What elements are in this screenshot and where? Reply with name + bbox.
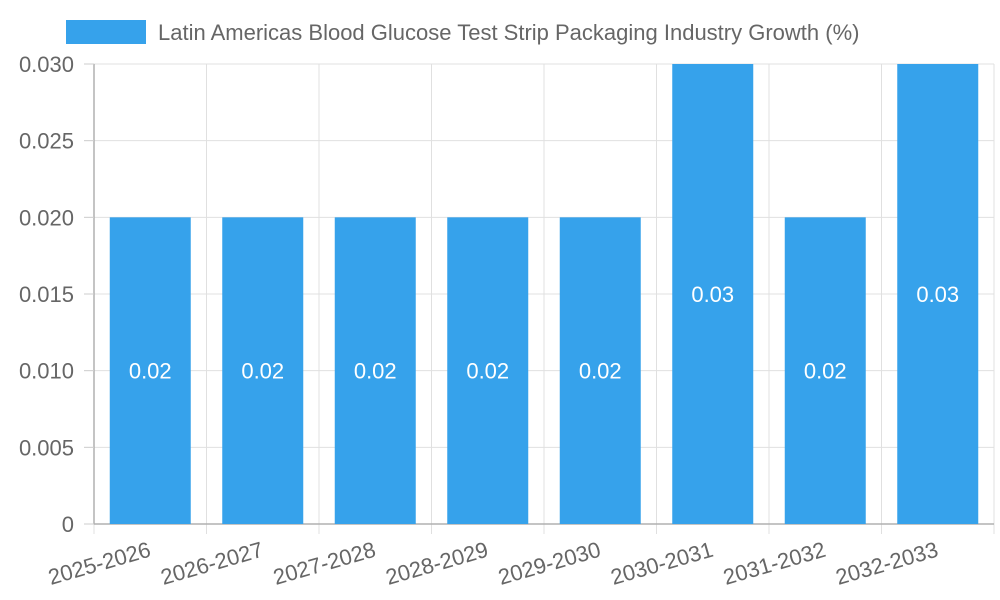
y-axis-ticks: 0 0.005 0.010 0.015 0.020 0.025 0.030 [19, 52, 94, 537]
y-tick-label: 0.005 [19, 435, 74, 460]
data-label: 0.02 [354, 359, 397, 384]
data-label: 0.03 [691, 282, 734, 307]
x-tick-label: 2027-2028 [270, 537, 378, 590]
x-tick-label: 2026-2027 [158, 537, 266, 590]
y-tick-label: 0.025 [19, 129, 74, 154]
x-tick-label: 2031-2032 [720, 537, 828, 590]
x-axis-ticks: 2025-2026 2026-2027 2027-2028 2028-2029 2029… [45, 537, 941, 590]
bar[interactable] [447, 217, 529, 525]
data-label: 0.03 [916, 282, 959, 307]
y-tick-label: 0.010 [19, 359, 74, 384]
bar[interactable] [672, 64, 754, 524]
data-label: 0.02 [804, 359, 847, 384]
y-tick-label: 0.020 [19, 205, 74, 230]
bar[interactable] [897, 64, 979, 524]
data-labels: 0.02 0.02 0.02 0.02 0.02 0.03 0.02 0.03 [129, 282, 959, 384]
y-tick-label: 0 [62, 512, 74, 537]
bar[interactable] [334, 217, 416, 525]
x-tick-label: 2025-2026 [45, 537, 153, 590]
y-tick-label: 0.030 [19, 52, 74, 77]
x-tick-label: 2030-2031 [608, 537, 716, 590]
legend[interactable]: Latin Americas Blood Glucose Test Strip … [66, 20, 859, 45]
bar[interactable] [222, 217, 304, 525]
x-tick-label: 2029-2030 [495, 537, 603, 590]
legend-label: Latin Americas Blood Glucose Test Strip … [158, 20, 859, 45]
y-tick-label: 0.015 [19, 282, 74, 307]
data-label: 0.02 [129, 359, 172, 384]
data-label: 0.02 [466, 359, 509, 384]
x-tick-label: 2028-2029 [383, 537, 491, 590]
data-label: 0.02 [579, 359, 622, 384]
bar[interactable] [559, 217, 641, 525]
bar[interactable] [109, 217, 191, 525]
bar[interactable] [784, 217, 866, 525]
x-tick-label: 2032-2033 [833, 537, 941, 590]
data-label: 0.02 [241, 359, 284, 384]
bars [109, 64, 979, 525]
legend-swatch [66, 20, 146, 44]
